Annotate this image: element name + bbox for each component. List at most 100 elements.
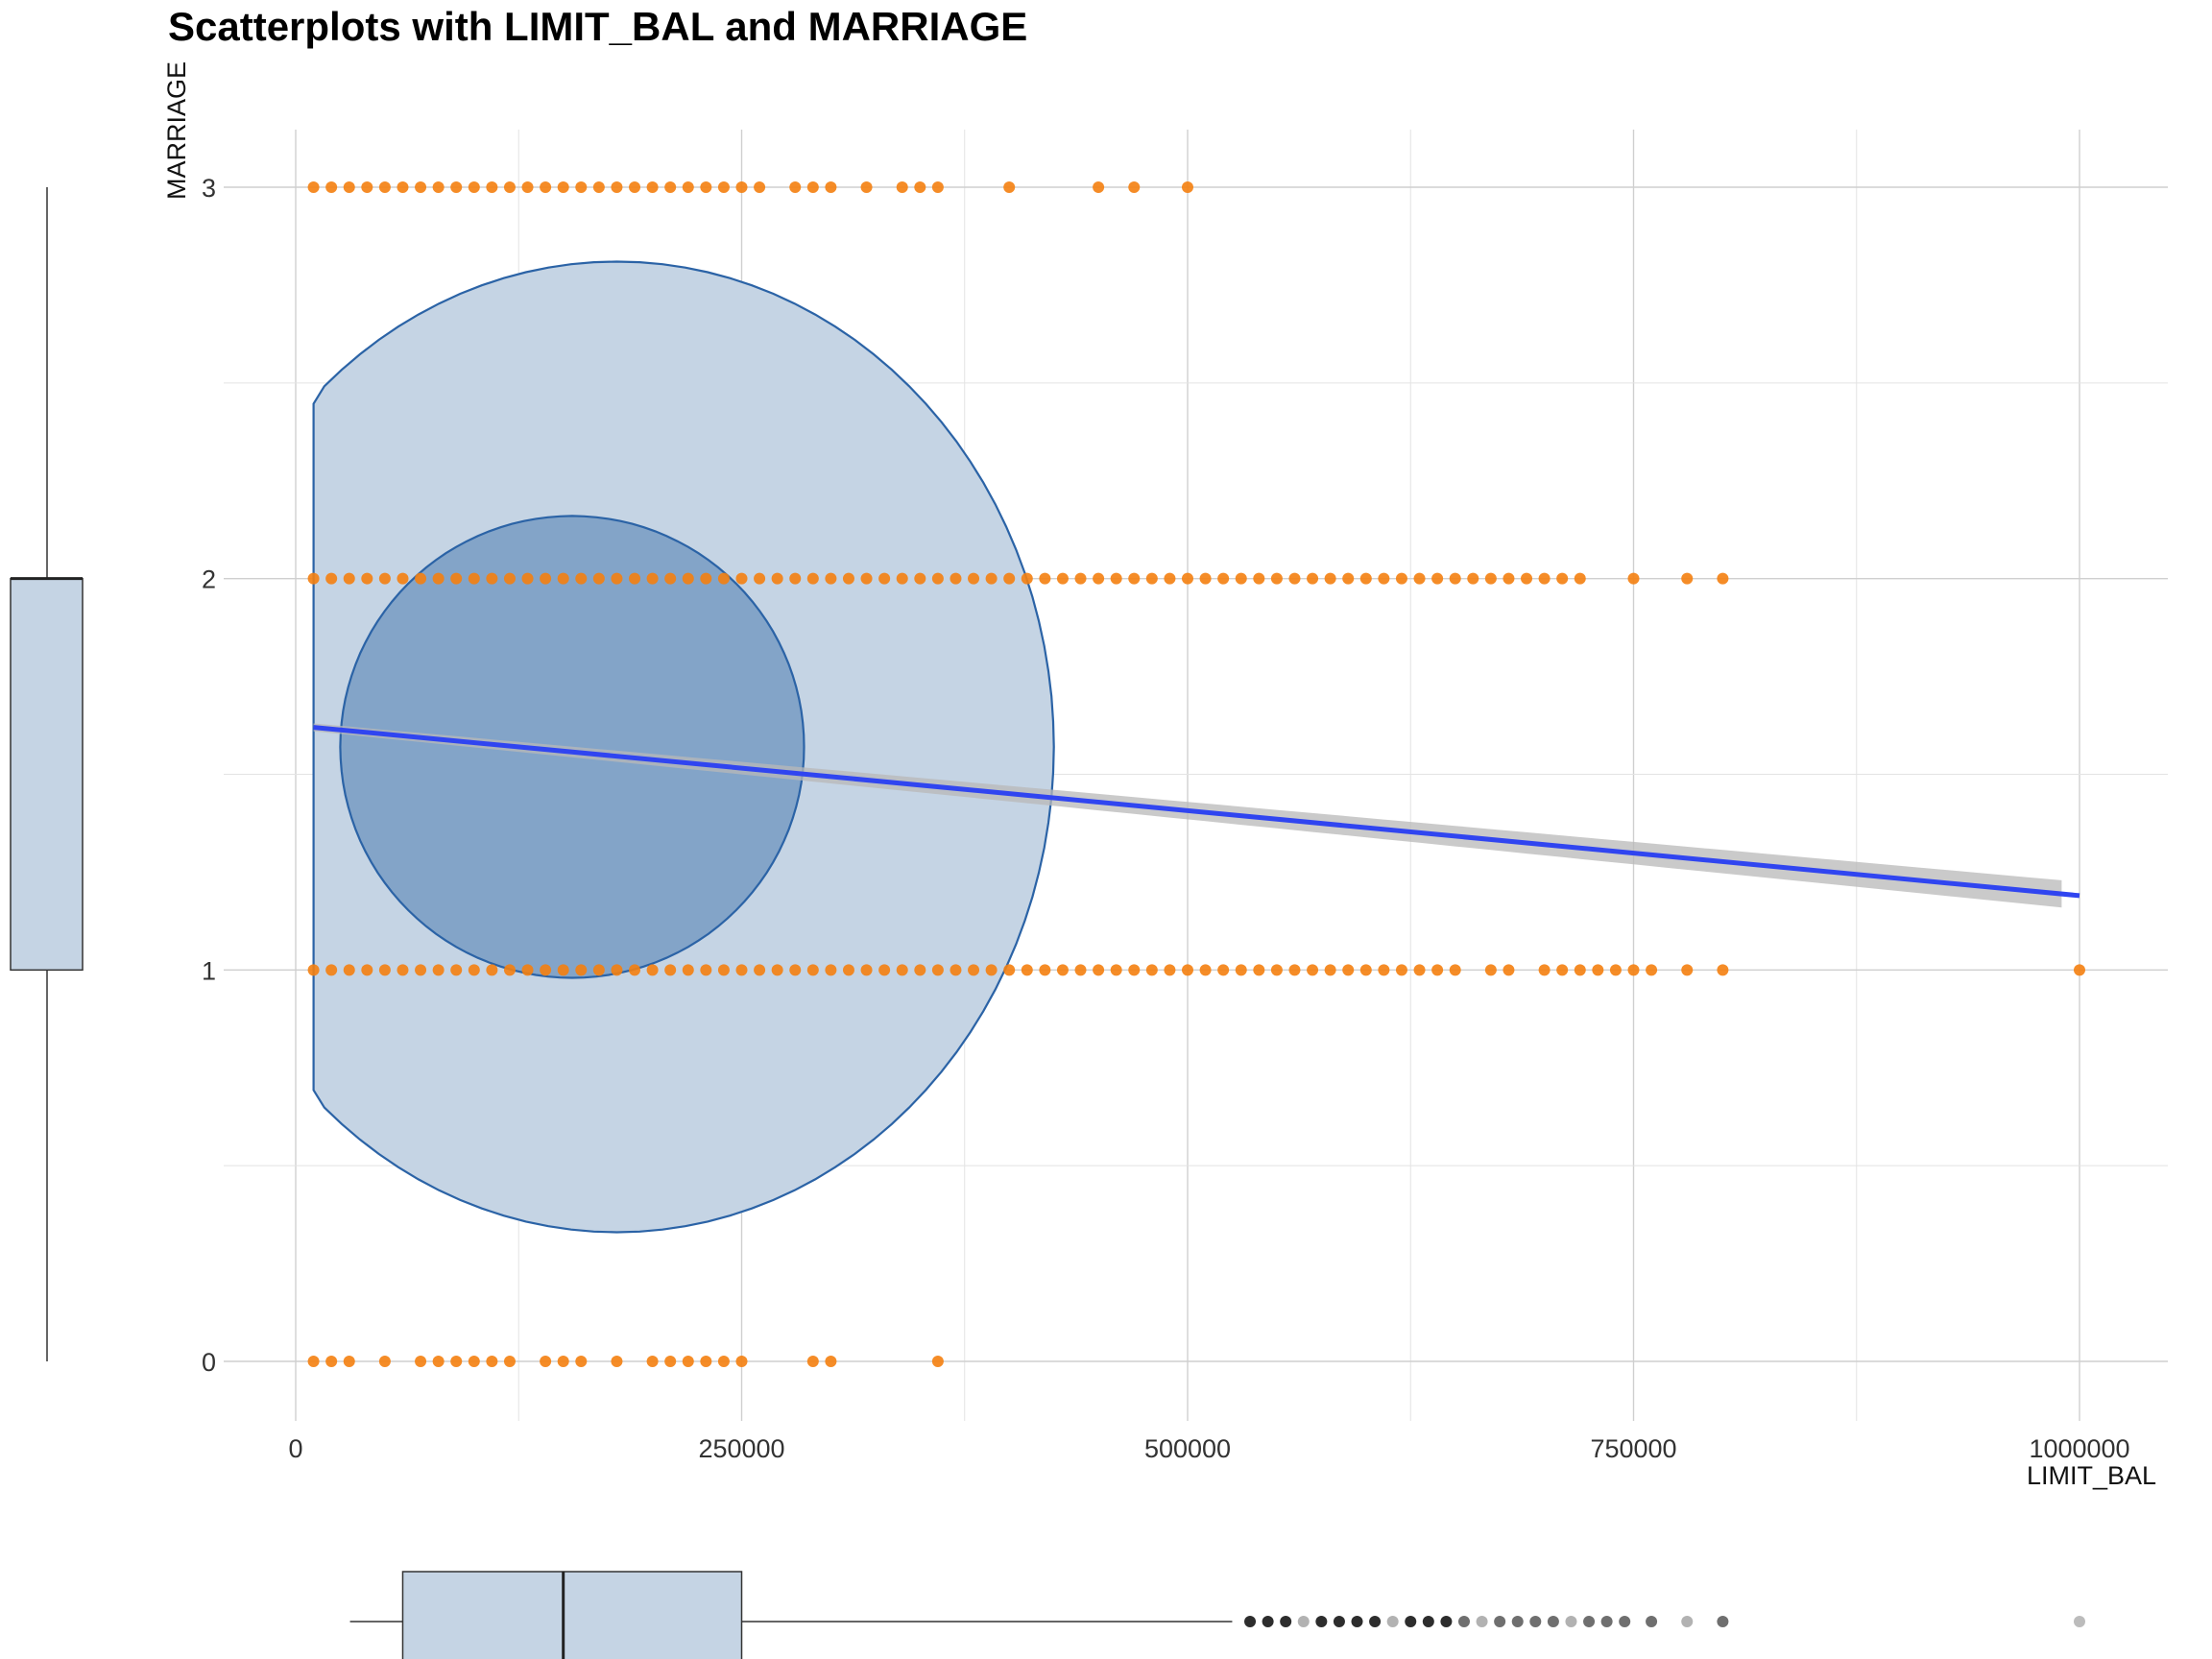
data-point	[1039, 572, 1051, 585]
data-point	[575, 964, 588, 976]
x-box-outlier	[1262, 1616, 1274, 1627]
data-point	[415, 964, 427, 976]
data-point	[950, 572, 962, 585]
data-point	[1021, 964, 1033, 976]
data-point	[468, 181, 480, 193]
x-box-outlier	[1315, 1616, 1328, 1627]
data-point	[557, 181, 569, 193]
data-point	[789, 181, 802, 193]
x-box-outlier	[1422, 1616, 1434, 1627]
data-point	[664, 1356, 677, 1367]
data-point	[1093, 181, 1105, 193]
data-point	[592, 572, 605, 585]
data-point	[432, 572, 445, 585]
data-point	[1484, 964, 1497, 976]
y-tick-label: 3	[202, 174, 216, 203]
data-point	[896, 964, 908, 976]
data-point	[646, 572, 659, 585]
x-box-outlier	[1297, 1616, 1310, 1627]
data-point	[682, 964, 694, 976]
data-point	[789, 572, 802, 585]
data-point	[592, 964, 605, 976]
x-box-outlier	[1280, 1616, 1292, 1627]
data-point	[1342, 964, 1355, 976]
data-point	[468, 572, 480, 585]
data-point	[1467, 572, 1479, 585]
y-tick-label: 2	[202, 565, 216, 594]
data-point	[1253, 572, 1265, 585]
data-point	[397, 964, 409, 976]
data-point	[664, 572, 677, 585]
data-point	[1182, 181, 1193, 193]
data-point	[896, 181, 908, 193]
data-point	[1074, 572, 1087, 585]
data-point	[1039, 964, 1051, 976]
data-point	[343, 181, 355, 193]
data-point	[1182, 964, 1193, 976]
data-point	[682, 181, 694, 193]
x-box-outlier	[1244, 1616, 1257, 1627]
data-points	[307, 181, 2085, 1367]
data-point	[629, 181, 641, 193]
data-point	[343, 964, 355, 976]
data-point	[611, 572, 623, 585]
data-point	[1378, 572, 1390, 585]
data-point	[1199, 572, 1212, 585]
x-box-outlier	[1476, 1616, 1488, 1627]
data-point	[1717, 572, 1729, 585]
data-point	[2074, 964, 2085, 976]
data-point	[1288, 572, 1301, 585]
data-point	[1378, 964, 1390, 976]
x-box-outlier	[1565, 1616, 1577, 1627]
data-point	[378, 572, 391, 585]
data-point	[611, 1356, 623, 1367]
data-point	[717, 181, 730, 193]
data-point	[1342, 572, 1355, 585]
data-point	[540, 1356, 552, 1367]
data-point	[717, 1356, 730, 1367]
data-point	[432, 1356, 445, 1367]
x-box-outlier	[1457, 1616, 1470, 1627]
data-point	[415, 1356, 427, 1367]
data-point	[1503, 572, 1515, 585]
data-point	[521, 572, 534, 585]
data-point	[735, 964, 748, 976]
data-point	[1449, 572, 1461, 585]
data-point	[1627, 572, 1640, 585]
x-box-outlier	[1333, 1616, 1345, 1627]
data-point	[540, 572, 552, 585]
data-point	[1110, 964, 1122, 976]
y-axis-title: MARRIAGE	[162, 61, 191, 200]
x-box-outlier	[1494, 1616, 1506, 1627]
data-point	[842, 572, 854, 585]
data-point	[1217, 964, 1230, 976]
data-point	[1484, 572, 1497, 585]
data-point	[825, 1356, 837, 1367]
y-box	[10, 577, 84, 972]
data-point	[789, 964, 802, 976]
data-point	[1359, 964, 1372, 976]
data-point	[1093, 964, 1105, 976]
data-point	[1324, 964, 1336, 976]
data-point	[1164, 572, 1176, 585]
data-point	[771, 964, 783, 976]
data-point	[700, 572, 712, 585]
x-box-outlier	[1681, 1616, 1694, 1627]
data-point	[914, 572, 926, 585]
data-point	[1288, 964, 1301, 976]
y-tick-label: 0	[202, 1348, 216, 1377]
x-axis-title: LIMIT_BAL	[2027, 1461, 2156, 1490]
x-tick-label: 500000	[1144, 1434, 1231, 1463]
data-point	[415, 181, 427, 193]
data-point	[1235, 572, 1247, 585]
density-ellipses	[312, 260, 1055, 1234]
data-point	[860, 964, 873, 976]
data-point	[1556, 964, 1569, 976]
data-point	[1217, 572, 1230, 585]
data-point	[860, 572, 873, 585]
x-tick-label: 250000	[698, 1434, 784, 1463]
data-point	[1538, 572, 1551, 585]
data-point	[664, 181, 677, 193]
data-point	[575, 181, 588, 193]
